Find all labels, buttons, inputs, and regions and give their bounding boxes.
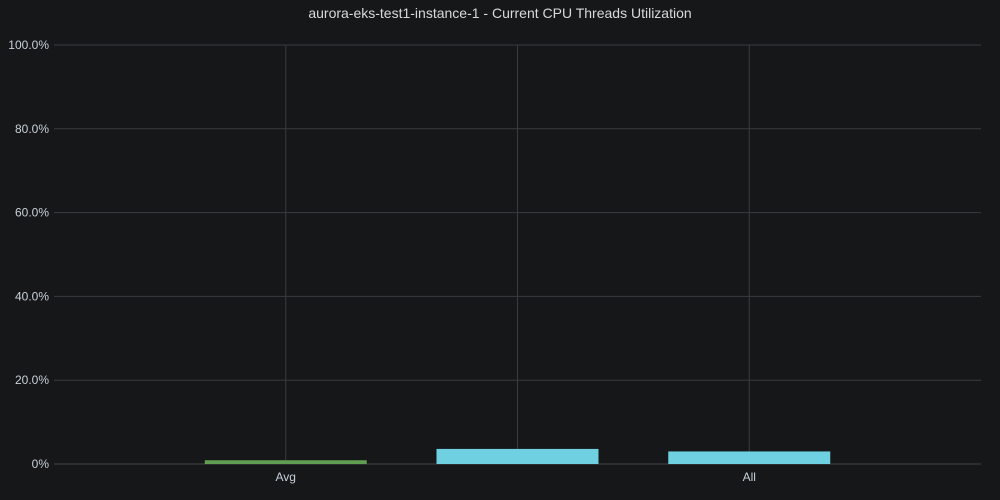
bar-all: [668, 451, 830, 464]
bar-unlabeled: [437, 449, 599, 464]
y-tick-label: 0%: [32, 457, 50, 471]
y-tick-label: 40.0%: [15, 289, 49, 303]
y-tick-label: 60.0%: [15, 206, 49, 220]
bar-avg: [205, 460, 367, 464]
x-tick-label: Avg: [276, 470, 296, 484]
y-tick-label: 80.0%: [15, 122, 49, 136]
y-tick-label: 100.0%: [8, 38, 49, 52]
x-tick-label: All: [743, 470, 756, 484]
y-tick-label: 20.0%: [15, 373, 49, 387]
